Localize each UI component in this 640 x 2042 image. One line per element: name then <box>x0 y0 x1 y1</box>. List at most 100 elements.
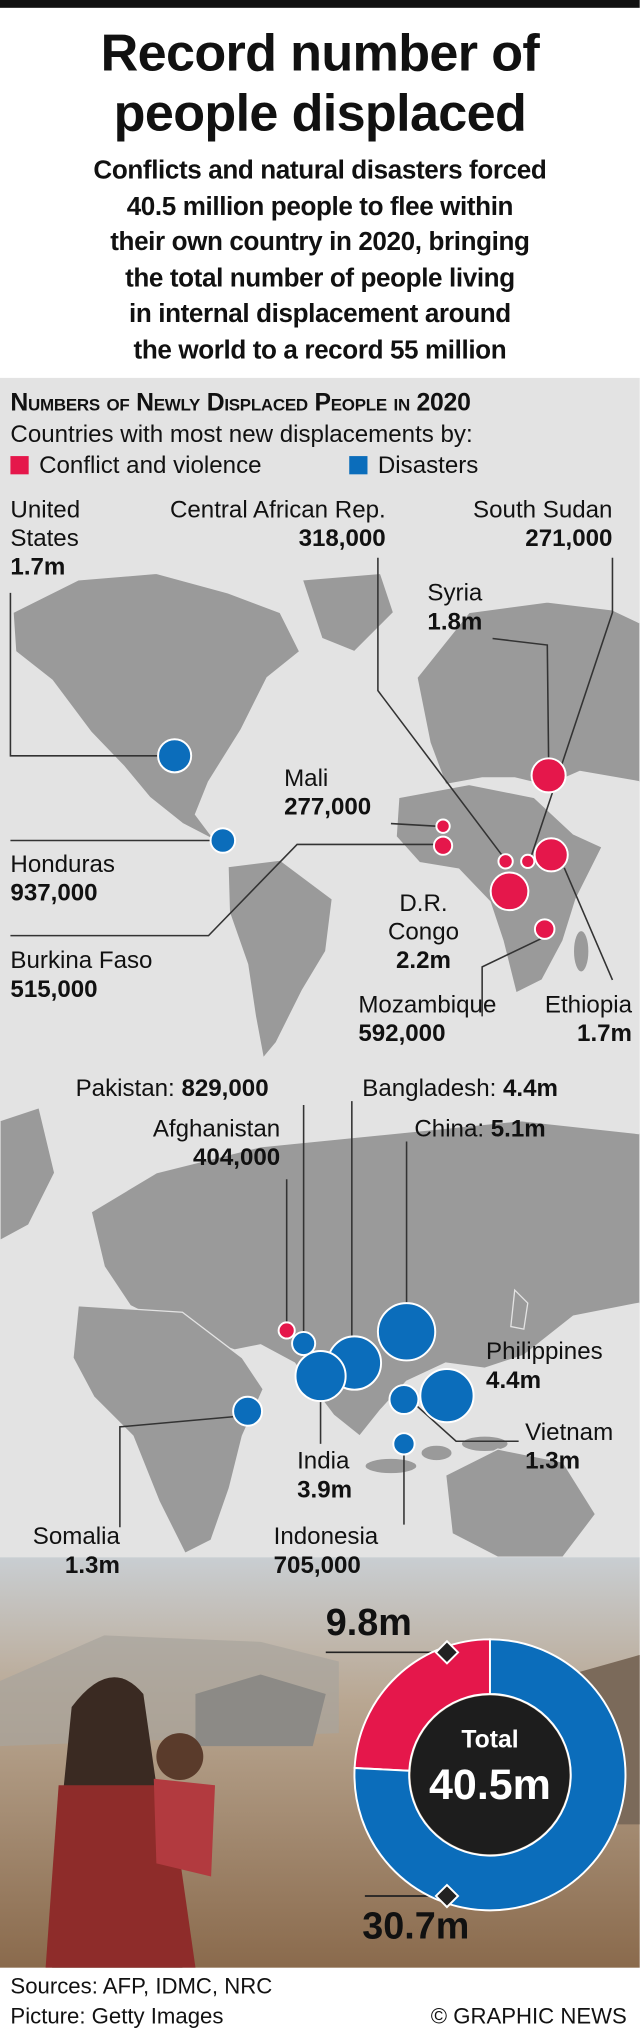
legend-swatch <box>349 456 368 475</box>
bubble <box>232 1395 264 1427</box>
leader-line <box>9 592 158 757</box>
legend-label: Conflict and violence <box>39 450 262 479</box>
country-value: 277,000 <box>284 792 372 820</box>
subtitle-line: the total number of people living <box>125 264 515 293</box>
country-name: Mali <box>284 763 329 791</box>
country-name: India <box>297 1446 350 1474</box>
picture-credit: Picture: Getty Images <box>10 2004 224 2029</box>
country-label: Mozambique 592,000 <box>358 990 496 1047</box>
leader-line <box>10 843 436 937</box>
country-label: D.R. Congo 2.2m <box>378 889 469 975</box>
data-label: 9.8m <box>326 1602 412 1644</box>
bubble <box>392 1432 416 1456</box>
country-label: Syria 1.8m <box>427 579 544 636</box>
marker <box>434 1883 460 1909</box>
bubbles <box>157 738 569 1456</box>
bubble <box>291 1330 317 1357</box>
country-label: Vietnam 1.3m <box>525 1418 636 1475</box>
country-label: United States 1.7m <box>10 495 108 581</box>
country-label: Afghanistan 404,000 <box>130 1114 280 1171</box>
bubble <box>435 818 451 834</box>
country-value: 1.3m <box>64 1550 120 1579</box>
country-name: United States <box>10 495 81 552</box>
country-value: 1.8m <box>427 607 483 635</box>
country-name: Burkina Faso <box>10 946 153 974</box>
subtitle-line: 40.5 million people to flee within <box>126 192 514 221</box>
country-name: Somalia <box>32 1522 120 1550</box>
country-name: Honduras <box>10 849 115 877</box>
title-line: people displaced <box>113 84 527 143</box>
country-label: Honduras 937,000 <box>10 850 166 907</box>
subtitle-line: Conflicts and natural disasters forced <box>93 156 547 186</box>
donut-total: 40.5m <box>429 1761 551 1809</box>
leader-line <box>492 637 550 760</box>
country-name: Mozambique <box>358 990 497 1018</box>
country-value: 271,000 <box>525 523 613 552</box>
country-name: Syria <box>427 578 483 606</box>
subtitle-line: their own country in 2020, bringing <box>110 228 530 257</box>
country-label: Pakistan: 829,000 <box>76 1074 337 1103</box>
legend-label: Disasters <box>377 450 479 479</box>
bubble <box>157 738 193 774</box>
country-label: Somalia 1.3m <box>16 1522 120 1579</box>
country-name: Ethiopia <box>544 990 633 1018</box>
leader-line <box>119 1415 236 1528</box>
country-name: Indonesia <box>273 1522 379 1550</box>
country-name: Philippines <box>486 1336 603 1365</box>
bubble <box>388 1384 420 1415</box>
country-label: Mali 277,000 <box>284 764 401 821</box>
country-label: Indonesia 705,000 <box>274 1522 417 1579</box>
sources: Sources: AFP, IDMC, NRC <box>10 1974 273 1999</box>
bubble <box>209 827 237 854</box>
donut-center <box>410 1695 570 1855</box>
country-value: 515,000 <box>10 974 98 1003</box>
country-value: 404,000 <box>193 1142 281 1171</box>
marker <box>434 1639 460 1665</box>
country-label: Bangladesh: 4.4m <box>362 1074 623 1103</box>
country-value: 1.3m <box>525 1446 581 1474</box>
leader-line <box>390 822 437 827</box>
country-value: 4.4m <box>503 1073 558 1102</box>
country-value: 1.7m <box>10 552 66 580</box>
country-label: Burkina Faso 515,000 <box>10 946 192 1003</box>
bubble <box>294 1350 347 1403</box>
country-name: D.R. Congo <box>387 888 460 945</box>
donut-segment <box>353 1638 491 1772</box>
country-name: Bangladesh: <box>362 1073 497 1102</box>
country-label: Philippines 4.4m <box>486 1337 629 1394</box>
child-clothing <box>153 1778 216 1877</box>
title: Record number of people displaced <box>0 23 640 143</box>
country-value: 318,000 <box>298 523 386 552</box>
country-value: 829,000 <box>181 1073 269 1102</box>
donut-segment <box>353 1638 627 1912</box>
country-name: Central African Rep. <box>169 495 386 523</box>
tent <box>195 1674 326 1747</box>
bubble <box>497 853 514 870</box>
country-value: 5.1m <box>490 1114 546 1142</box>
subtitle: Conflicts and natural disasters forced 40… <box>0 154 640 370</box>
country-value: 4.4m <box>486 1365 542 1394</box>
country-name: Afghanistan <box>152 1114 281 1142</box>
child <box>156 1733 204 1781</box>
donut-chart: Total 40.5m 9.8m 30.7m <box>326 1602 627 1948</box>
leader-line <box>416 1405 519 1443</box>
bubble <box>520 853 536 869</box>
bubble <box>530 757 567 794</box>
section-subtitle: Countries with most new displacements by… <box>10 419 473 447</box>
legend-item: Conflict and violence <box>10 450 262 480</box>
bubble <box>376 1302 437 1362</box>
bubble <box>419 1368 475 1424</box>
country-label: China: 5.1m <box>414 1114 609 1143</box>
country-value: 2.2m <box>396 946 451 974</box>
top-bar <box>0 0 640 8</box>
data-label: 30.7m <box>362 1906 469 1948</box>
section-title: Numbers of Newly Displaced People in 202… <box>10 389 471 417</box>
legend-swatch <box>10 456 29 475</box>
country-name: Pakistan: <box>75 1073 175 1102</box>
subtitle-line: in internal displacement around <box>129 300 511 329</box>
bubble <box>432 835 454 856</box>
leader-line <box>377 557 503 856</box>
